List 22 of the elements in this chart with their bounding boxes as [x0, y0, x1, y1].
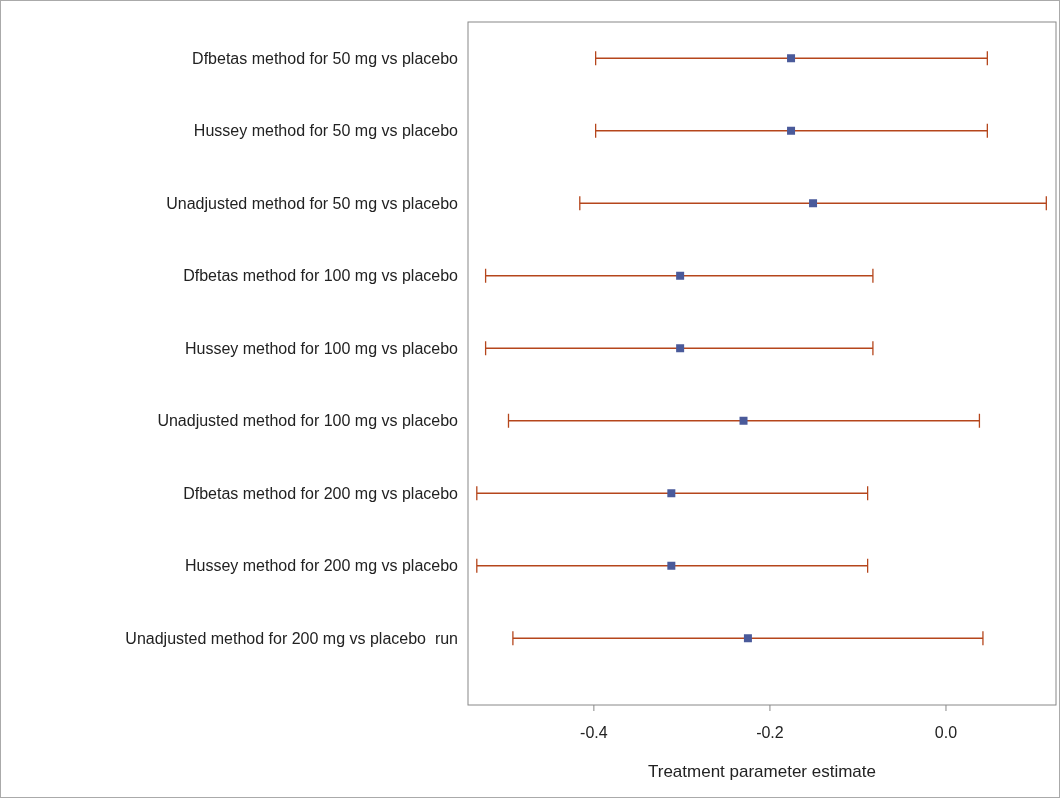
- x-axis-title: Treatment parameter estimate: [647, 762, 877, 781]
- x-tick-label: 0.0: [934, 724, 958, 741]
- point: [787, 54, 796, 63]
- y-tick-label: Dfbetas method for 50 mg vs placebo: [192, 49, 459, 67]
- y-tick-label: Dfbetas method for 200 mg vs placebo: [183, 484, 459, 502]
- x-tick-label: -0.4: [580, 724, 608, 741]
- point: [667, 489, 676, 498]
- y-tick-label: Hussey method for 200 mg vs placebo: [184, 557, 459, 575]
- point: [667, 561, 676, 570]
- y-tick-label: Unadjusted method for 100 mg vs placebo: [157, 412, 459, 430]
- point: [676, 271, 685, 280]
- point: [676, 344, 685, 353]
- y-tick-label: Unadjusted method for 200 mg vs placebo run: [125, 629, 458, 647]
- point: [739, 416, 748, 425]
- y-tick-label: Unadjusted method for 50 mg vs placebo: [166, 194, 459, 212]
- point: [809, 199, 818, 208]
- y-tick-label: Dfbetas method for 100 mg vs placebo: [183, 267, 459, 285]
- x-tick-label: -0.2: [756, 724, 784, 741]
- point: [743, 634, 752, 643]
- point: [787, 126, 796, 135]
- y-tick-label: Hussey method for 50 mg vs placebo: [193, 122, 459, 140]
- y-tick-label: Hussey method for 100 mg vs placebo: [184, 339, 459, 357]
